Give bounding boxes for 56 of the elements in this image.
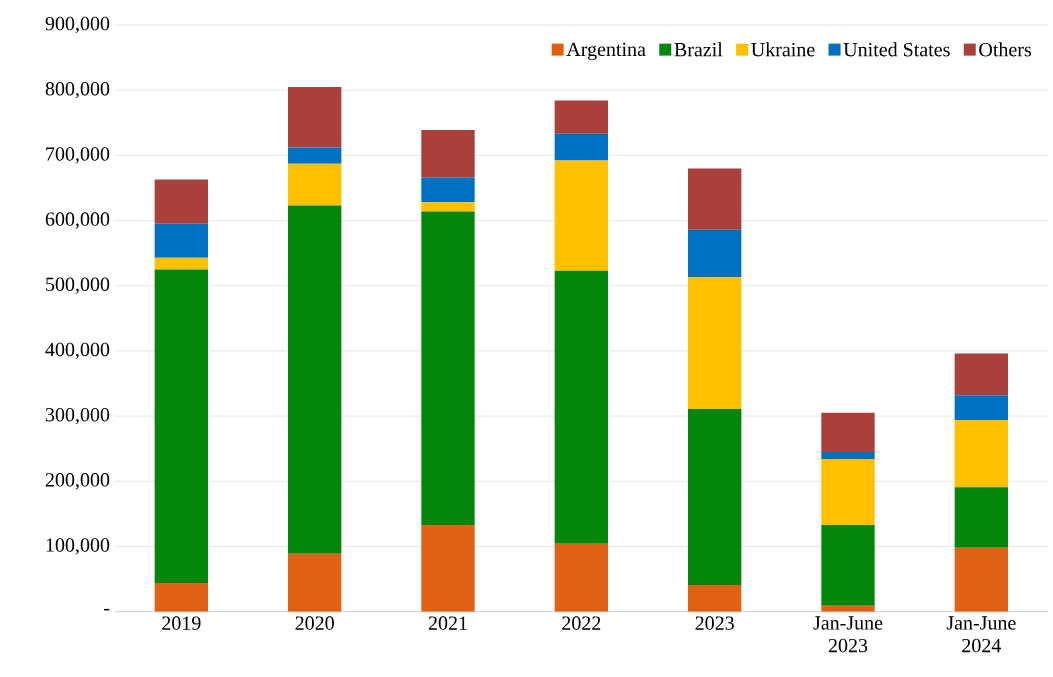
bar bbox=[554, 133, 608, 161]
bar bbox=[688, 584, 742, 612]
bar bbox=[421, 177, 475, 203]
bar bbox=[821, 524, 875, 606]
bar bbox=[288, 205, 342, 554]
bar bbox=[954, 353, 1008, 396]
bar bbox=[554, 543, 608, 612]
bar bbox=[554, 100, 608, 134]
x-tick-label: 2021 bbox=[428, 616, 467, 630]
bar bbox=[288, 147, 342, 164]
bar bbox=[154, 582, 209, 612]
bar bbox=[688, 277, 742, 409]
bar bbox=[421, 129, 475, 178]
legend-label: United States bbox=[843, 42, 950, 57]
bar bbox=[954, 547, 1008, 612]
bar bbox=[154, 223, 209, 258]
bar bbox=[154, 179, 209, 224]
y-tick-label: - bbox=[104, 608, 110, 611]
bar bbox=[554, 160, 608, 271]
bar bbox=[288, 553, 342, 612]
bar bbox=[288, 86, 342, 148]
y-tick-label: 400,000 bbox=[45, 342, 110, 360]
y-tick-label: 800,000 bbox=[45, 82, 110, 99]
y-tick-label: 700,000 bbox=[46, 147, 110, 164]
x-tick-label: 2023 bbox=[695, 616, 734, 630]
bar bbox=[154, 269, 209, 583]
y-tick-label: 600,000 bbox=[45, 212, 110, 229]
bar bbox=[821, 451, 875, 460]
bar bbox=[421, 211, 475, 525]
bar bbox=[154, 257, 209, 270]
legend-label: Others bbox=[979, 42, 1031, 57]
legend-label: Argentina bbox=[566, 42, 646, 61]
x-tick-label: 2019 bbox=[162, 616, 201, 630]
x-tick-label: 2022 bbox=[562, 616, 601, 630]
y-tick-label: 500,000 bbox=[46, 277, 110, 294]
y-tick-label: 900,000 bbox=[45, 16, 110, 34]
y-tick-label: 300,000 bbox=[45, 407, 110, 425]
x-tick-label: Jan-June 2024 bbox=[946, 616, 1016, 653]
bar bbox=[954, 487, 1008, 548]
bar bbox=[954, 420, 1008, 488]
x-tick-label: Jan-June 2023 bbox=[813, 616, 883, 653]
bar bbox=[421, 524, 475, 612]
bar bbox=[688, 168, 742, 230]
bar bbox=[554, 270, 608, 544]
legend-label: Brazil bbox=[674, 42, 723, 57]
bar bbox=[954, 395, 1008, 421]
bar bbox=[288, 163, 342, 206]
y-tick-label: 200,000 bbox=[45, 473, 110, 490]
legend-label: Ukraine bbox=[751, 42, 815, 57]
bar bbox=[688, 408, 742, 585]
bar bbox=[688, 229, 742, 278]
bar bbox=[421, 202, 475, 212]
bar bbox=[821, 459, 875, 525]
y-tick-label: 100,000 bbox=[46, 538, 110, 555]
bar bbox=[821, 412, 875, 452]
x-tick-label: 2020 bbox=[295, 616, 334, 630]
